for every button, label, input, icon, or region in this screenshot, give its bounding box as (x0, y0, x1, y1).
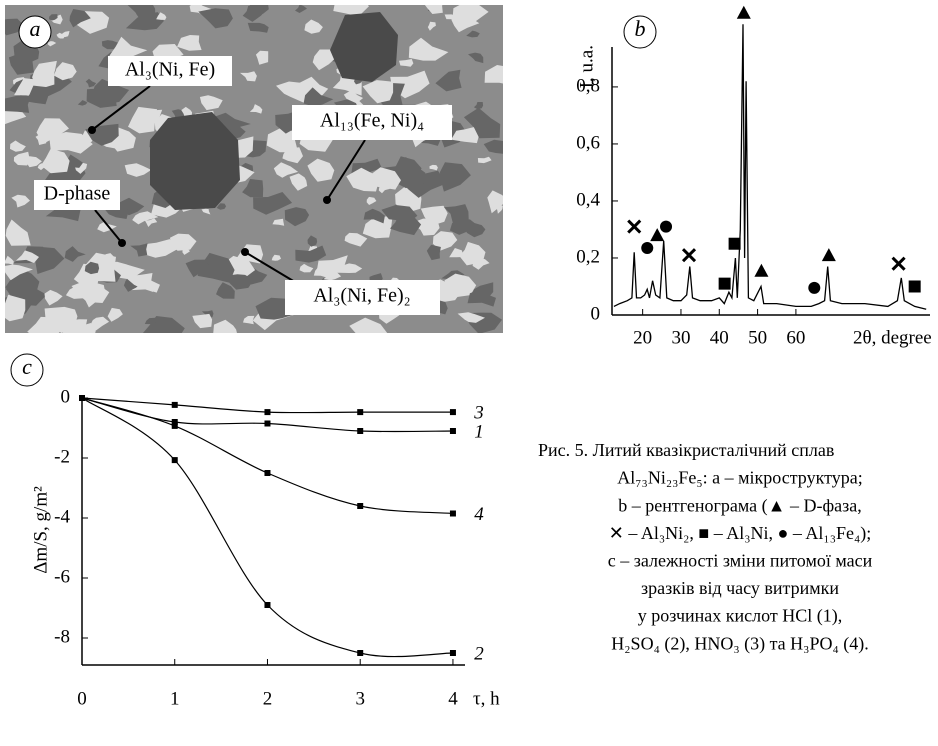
data-point (264, 602, 270, 608)
phase-marker (719, 278, 731, 290)
data-point (450, 428, 456, 434)
data-point (357, 650, 363, 656)
panel-label: a (30, 16, 41, 41)
x-tick-label: 0 (77, 688, 87, 709)
y-tick-label: 0,2 (576, 246, 600, 267)
x-tick-label: 20 (633, 327, 652, 348)
series-label: 1 (474, 421, 484, 442)
series-curve (82, 398, 453, 657)
y-tick-label: -2 (54, 446, 70, 467)
x-axis-label: 2θ, degree (853, 327, 932, 348)
series-label: 3 (473, 402, 484, 423)
caption-line: c – залежності зміни питомої маси (608, 551, 873, 571)
data-point (357, 409, 363, 415)
caption-line: у розчинах кислот HCl (1), (638, 606, 843, 627)
caption-line: ✕ – Al₃Ni₂, ■ – Al₃Ni, ● – Al₁₃Fe₄); (609, 523, 872, 544)
data-point (450, 650, 456, 656)
phase-label: Al₃(Ni, Fe) (125, 59, 215, 81)
phase-marker (683, 249, 695, 261)
x-axis-label: τ, h (473, 688, 500, 709)
x-tick-label: 2 (263, 688, 273, 709)
caption-line: Al₇₃Ni₂₃Fe₅: a – мікроструктура; (617, 468, 862, 488)
y-tick-label: 0 (61, 386, 71, 407)
y-axis-label: Δm/S, g/m² (30, 486, 51, 574)
data-point (172, 423, 178, 429)
data-point (79, 395, 85, 401)
leader-dot (118, 239, 126, 247)
panel-label: c (22, 354, 32, 379)
data-point (172, 402, 178, 408)
data-point (450, 409, 456, 415)
leader-dot (323, 196, 331, 204)
data-point (357, 503, 363, 509)
data-point (264, 409, 270, 415)
leader-dot (241, 248, 249, 256)
x-tick-label: 3 (355, 688, 365, 709)
page: b c a Al₃(Ni, Fe) Al₁₃(Fe, Ni)₄ D-phase … (0, 0, 938, 746)
data-point (172, 457, 178, 463)
caption-line: зразків від часу витримки (641, 578, 839, 598)
y-tick-label: 0,4 (576, 189, 600, 210)
x-tick-label: 1 (170, 688, 180, 709)
phase-marker (909, 280, 921, 292)
x-tick-label: 60 (786, 327, 805, 348)
x-tick-label: 4 (448, 688, 458, 709)
data-point (450, 511, 456, 517)
y-tick-label: -6 (54, 566, 70, 587)
phase-marker (729, 238, 741, 250)
phase-marker (641, 242, 653, 254)
figure: b c a Al₃(Ni, Fe) Al₁₃(Fe, Ni)₄ D-phase … (0, 0, 938, 746)
x-tick-label: 50 (748, 327, 767, 348)
data-point (264, 421, 270, 427)
leader-dot (88, 126, 96, 134)
data-point (357, 428, 363, 434)
series-label: 4 (474, 504, 484, 525)
y-tick-label: -4 (54, 506, 70, 527)
phase-marker (822, 248, 836, 261)
phase-marker (628, 221, 640, 233)
series-label: 2 (474, 643, 484, 664)
pattern-line (614, 24, 926, 309)
phase-label: D-phase (44, 183, 111, 205)
panel-label: b (635, 16, 646, 41)
y-tick-label: 0 (591, 303, 601, 324)
caption-line: Рис. 5. Литий квазікристалічний сплав (538, 440, 834, 460)
phase-label: Al₁₃(Fe, Ni)₄ (320, 110, 424, 132)
phase-label: Al₃(Ni, Fe)₂ (313, 285, 410, 307)
series-curve (82, 398, 453, 514)
phase-marker (808, 282, 820, 294)
caption-line: H₂SO₄ (2), HNO₃ (3) та H₃PO₄ (4). (611, 633, 868, 654)
data-point (264, 470, 270, 476)
y-axis-label: I, u.a. (576, 45, 597, 88)
phase-marker (737, 6, 751, 19)
y-tick-label: 0,6 (576, 132, 600, 153)
x-tick-label: 30 (671, 327, 690, 348)
phase-marker (660, 221, 672, 233)
caption-line: b – рентгенограма (▲ – D-фаза, (618, 495, 861, 516)
y-tick-label: -8 (54, 626, 70, 647)
phase-marker (754, 264, 768, 277)
grain (0, 295, 25, 321)
phase-marker (893, 258, 905, 270)
x-tick-label: 40 (710, 327, 729, 348)
